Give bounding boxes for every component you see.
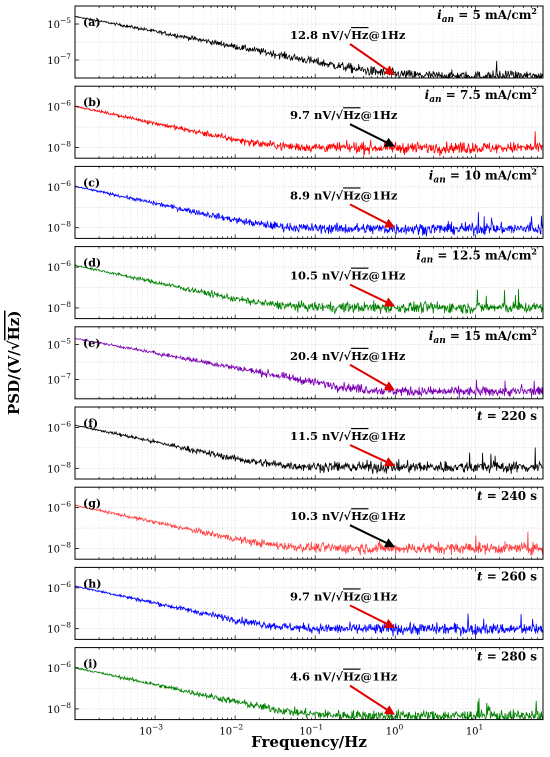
- psd-series-line: [75, 337, 543, 399]
- panel-e: 10−5 10−7 (e) ian = 15 mA/cm2 20.4 nV/√Hz@1H…: [47, 326, 544, 400]
- annotation-arrow: [349, 283, 396, 307]
- noise-annotation: 12.8 nV/√Hz@1Hz: [290, 28, 406, 42]
- y-tick-label: 10−6: [47, 500, 71, 515]
- panel-g: 10−6 10−8 (g) t = 240 s 10.3 nV/√Hz@1Hz: [47, 486, 544, 560]
- psd-series-line: [75, 15, 543, 78]
- panel-frame: [74, 85, 544, 159]
- annotation-arrow: [349, 123, 396, 147]
- panel-i: 10−6 10−8 (i) t = 280 s 4.6 nV/√Hz@1Hz: [47, 647, 544, 721]
- annotation-arrow: [349, 444, 396, 467]
- psd-series-line: [75, 504, 543, 556]
- x-tick-label: 10−3: [139, 723, 163, 738]
- noise-annotation: 9.7 nV/√Hz@1Hz: [290, 589, 398, 603]
- panel-d: 10−6 10−8 (d) ian = 12.5 mA/cm2 10.5 nV/√Hz@…: [47, 246, 544, 320]
- y-tick-label: 10−6: [47, 179, 71, 194]
- psd-series-line: [75, 264, 543, 314]
- noise-annotation: 11.5 nV/√Hz@1Hz: [290, 429, 406, 443]
- condition-label: ian = 5 mA/cm2: [437, 6, 537, 25]
- y-tick-label: 10−8: [47, 300, 71, 315]
- panel-f: 10−6 10−8 (f) t = 220 s 11.5 nV/√Hz@1Hz: [47, 406, 544, 480]
- noise-annotation: 8.9 nV/√Hz@1Hz: [290, 188, 398, 202]
- panel-label: (d): [83, 257, 101, 270]
- x-axis-title: Frequency/Hz: [251, 733, 367, 751]
- panel-h: 10−6 10−8 (h) t = 260 s 9.7 nV/√Hz@1Hz: [47, 566, 544, 640]
- panel-b: 10−6 10−8 (b) ian = 7.5 mA/cm2 9.7 nV/√Hz@1H…: [47, 85, 544, 159]
- y-tick-label: 10−7: [47, 52, 71, 67]
- panel-frame: [74, 566, 544, 640]
- panel-label: (c): [83, 176, 100, 189]
- y-tick-label: 10−7: [47, 372, 71, 387]
- y-tick-label: 10−6: [47, 660, 71, 675]
- y-tick-label: 10−6: [47, 99, 71, 114]
- condition-label: ian = 12.5 mA/cm2: [416, 247, 537, 266]
- psd-series-line: [75, 105, 543, 157]
- panel-frame: [74, 165, 544, 239]
- noise-annotation: 9.7 nV/√Hz@1Hz: [290, 108, 398, 122]
- condition-label: ian = 15 mA/cm2: [429, 327, 537, 346]
- x-tick-label: 10−1: [299, 723, 323, 738]
- panel-frame: [74, 246, 544, 320]
- x-axis: 10−3 10−2 10−1 100 101: [139, 723, 483, 738]
- condition-label: t = 220 s: [477, 409, 537, 423]
- y-tick-label: 10−8: [47, 701, 71, 716]
- panel-label: (a): [83, 16, 101, 29]
- annotation-arrow: [349, 43, 395, 76]
- y-tick-label: 10−6: [47, 259, 71, 274]
- x-tick-label: 10−2: [219, 723, 243, 738]
- y-tick-label: 10−8: [47, 541, 71, 556]
- noise-annotation: 10.5 nV/√Hz@1Hz: [290, 269, 406, 283]
- y-tick-label: 10−8: [47, 220, 71, 235]
- y-tick-label: 10−8: [47, 460, 71, 475]
- panel-a: 10−5 10−7 (a) ian = 5 mA/cm2 12.8 nV/√Hz@1Hz: [47, 5, 544, 79]
- y-tick-label: 10−8: [47, 140, 71, 155]
- psd-series-line: [75, 185, 543, 237]
- y-tick-label: 10−5: [47, 336, 71, 351]
- panel-label: (g): [83, 497, 101, 510]
- panel-frame: [74, 647, 544, 721]
- annotation-arrow: [349, 524, 396, 548]
- annotation-arrow: [349, 684, 395, 715]
- panel-frame: [74, 406, 544, 480]
- noise-annotation: 4.6 nV/√Hz@1Hz: [290, 670, 398, 684]
- panel-label: (i): [83, 658, 98, 671]
- x-tick-label: 101: [466, 723, 484, 738]
- y-tick-label: 10−6: [47, 580, 71, 595]
- annotation-arrow: [349, 363, 396, 391]
- condition-label: t = 240 s: [477, 489, 537, 503]
- x-tick-label: 100: [386, 723, 404, 738]
- panel-frame: [74, 486, 544, 560]
- psd-series-line: [75, 585, 543, 637]
- psd-series-line: [75, 666, 543, 720]
- condition-label: t = 260 s: [477, 569, 537, 583]
- grid: [74, 406, 544, 479]
- annotation-arrow: [349, 604, 396, 628]
- panel-label: (e): [83, 337, 100, 350]
- condition-label: ian = 7.5 mA/cm2: [425, 86, 537, 105]
- y-tick-label: 10−6: [47, 419, 71, 434]
- panel-label: (h): [83, 577, 101, 590]
- panel-label: (b): [83, 96, 101, 109]
- condition-label: ian = 10 mA/cm2: [429, 166, 537, 185]
- annotation-arrow: [349, 203, 396, 228]
- y-axis-title: PSD/(V/√Hz): [5, 311, 23, 415]
- psd-series-line: [75, 424, 543, 474]
- noise-annotation: 10.3 nV/√Hz@1Hz: [290, 509, 406, 523]
- panel-frame: [74, 326, 544, 400]
- panel-frame: [74, 5, 544, 79]
- y-tick-label: 10−5: [47, 16, 71, 31]
- y-tick-label: 10−8: [47, 621, 71, 636]
- panel-c: 10−6 10−8 (c) ian = 10 mA/cm2 8.9 nV/√Hz@1Hz: [47, 165, 544, 239]
- noise-annotation: 20.4 nV/√Hz@1Hz: [290, 349, 406, 363]
- condition-label: t = 280 s: [477, 650, 537, 664]
- panel-label: (f): [83, 417, 98, 430]
